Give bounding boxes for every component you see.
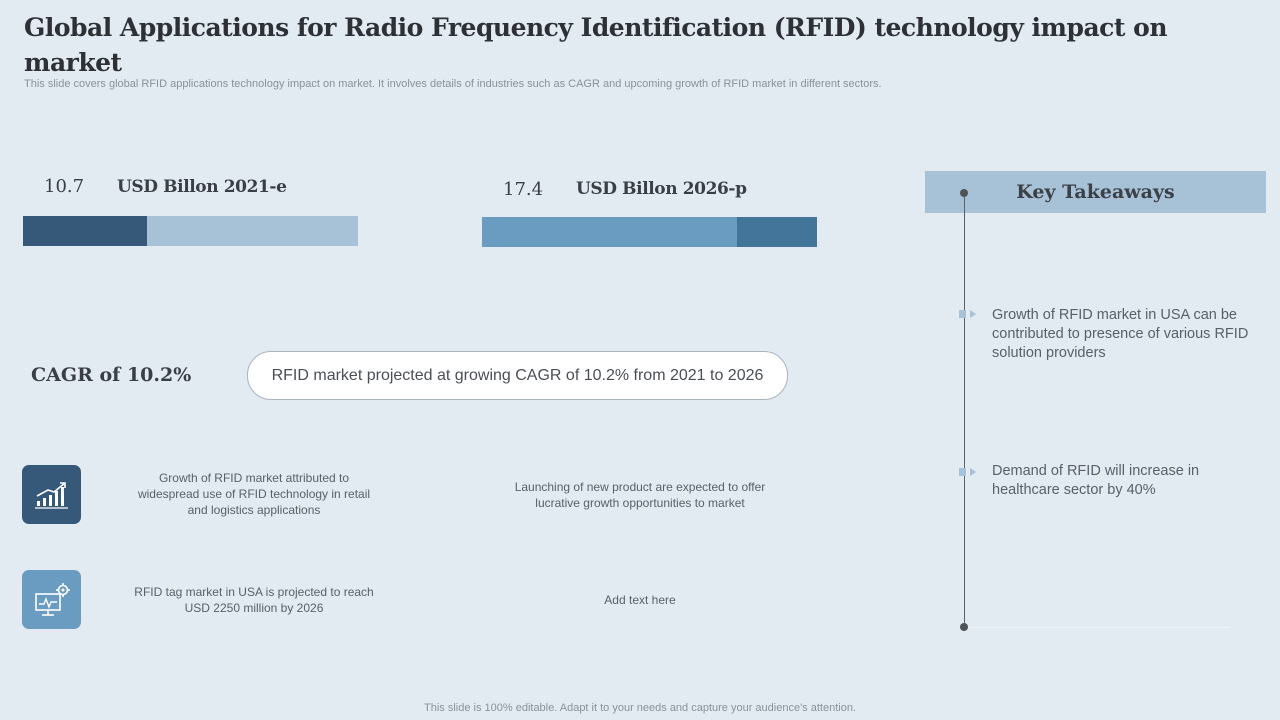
key-takeaways-title: Key Takeaways (1016, 181, 1175, 203)
takeaway-arrow-icon (959, 310, 976, 318)
timeline-base-line (968, 627, 1230, 628)
cagr-pill: RFID market projected at growing CAGR of… (247, 351, 788, 400)
page-title: Global Applications for Radio Frequency … (24, 13, 1168, 77)
metric-2026-value: 17.4 (503, 179, 544, 200)
metric-2026-bar-fill (482, 217, 737, 247)
metric-2026-bar-rest (736, 217, 817, 247)
page-subtitle: This slide covers global RFID applicatio… (24, 78, 882, 90)
cagr-pill-text: RFID market projected at growing CAGR of… (271, 366, 764, 384)
timeline-start-dot (960, 189, 968, 197)
fact-tag-market-text: RFID tag market in USA is projected to r… (134, 585, 374, 615)
key-takeaways-header: Key Takeaways (925, 171, 1266, 213)
takeaway-item: Growth of RFID market in USA can be cont… (992, 307, 1249, 361)
metric-2021-value: 10.7 (44, 176, 85, 197)
cagr-label: CAGR of 10.2% (31, 364, 192, 386)
takeaway-arrow-icon (959, 468, 976, 476)
growth-chart-icon (22, 465, 81, 524)
metric-2021-bar (23, 216, 358, 246)
monitor-gear-icon (22, 570, 81, 629)
timeline-line (964, 193, 965, 627)
takeaway-item: Demand of RFID will increase in healthca… (992, 463, 1200, 498)
fact-launch-text: Launching of new product are expected to… (514, 480, 766, 510)
metric-2026-label: USD Billon 2026-p (576, 179, 747, 199)
fact-growth-text: Growth of RFID market attributed to wide… (137, 471, 371, 517)
footer-note: This slide is 100% editable. Adapt it to… (424, 702, 856, 714)
timeline-end-dot (960, 623, 968, 631)
metric-2021-bar-rest (146, 216, 358, 246)
metric-2021-label: USD Billon 2021-e (117, 177, 287, 197)
fact-placeholder-text: Add text here (604, 593, 676, 607)
metric-2026-bar (482, 217, 817, 247)
metric-2021-bar-fill (23, 216, 147, 246)
